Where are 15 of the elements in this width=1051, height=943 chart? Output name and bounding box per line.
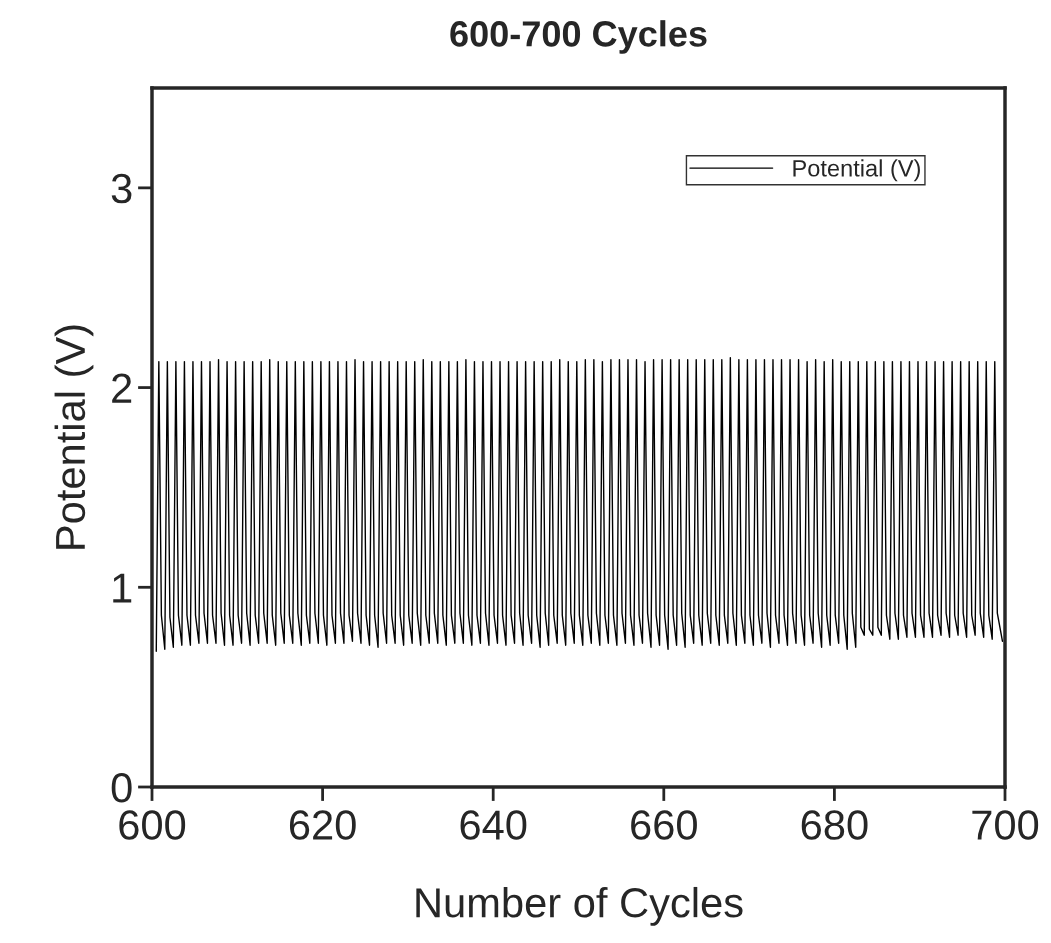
x-tick-label: 660 — [631, 810, 697, 840]
chart-title: 600-700 Cycles — [450, 20, 707, 54]
y-tick-label: 2 — [112, 373, 132, 403]
x-tick-label: 640 — [460, 810, 527, 840]
x-tick-label: 700 — [972, 810, 1039, 840]
legend-label: Potential (V) — [793, 159, 920, 182]
x-tick-label: 680 — [801, 810, 868, 840]
y-tick-label: 0 — [111, 773, 132, 803]
x-axis-title: Number of Cycles — [416, 886, 743, 926]
line-series — [155, 356, 1004, 652]
x-tick-label: 620 — [289, 810, 356, 840]
y-axis-title: Potential (V) — [54, 325, 94, 549]
y-tick-label: 3 — [111, 173, 132, 204]
x-tick-label: 600 — [119, 810, 186, 840]
y-tick-label: 1 — [113, 573, 132, 603]
